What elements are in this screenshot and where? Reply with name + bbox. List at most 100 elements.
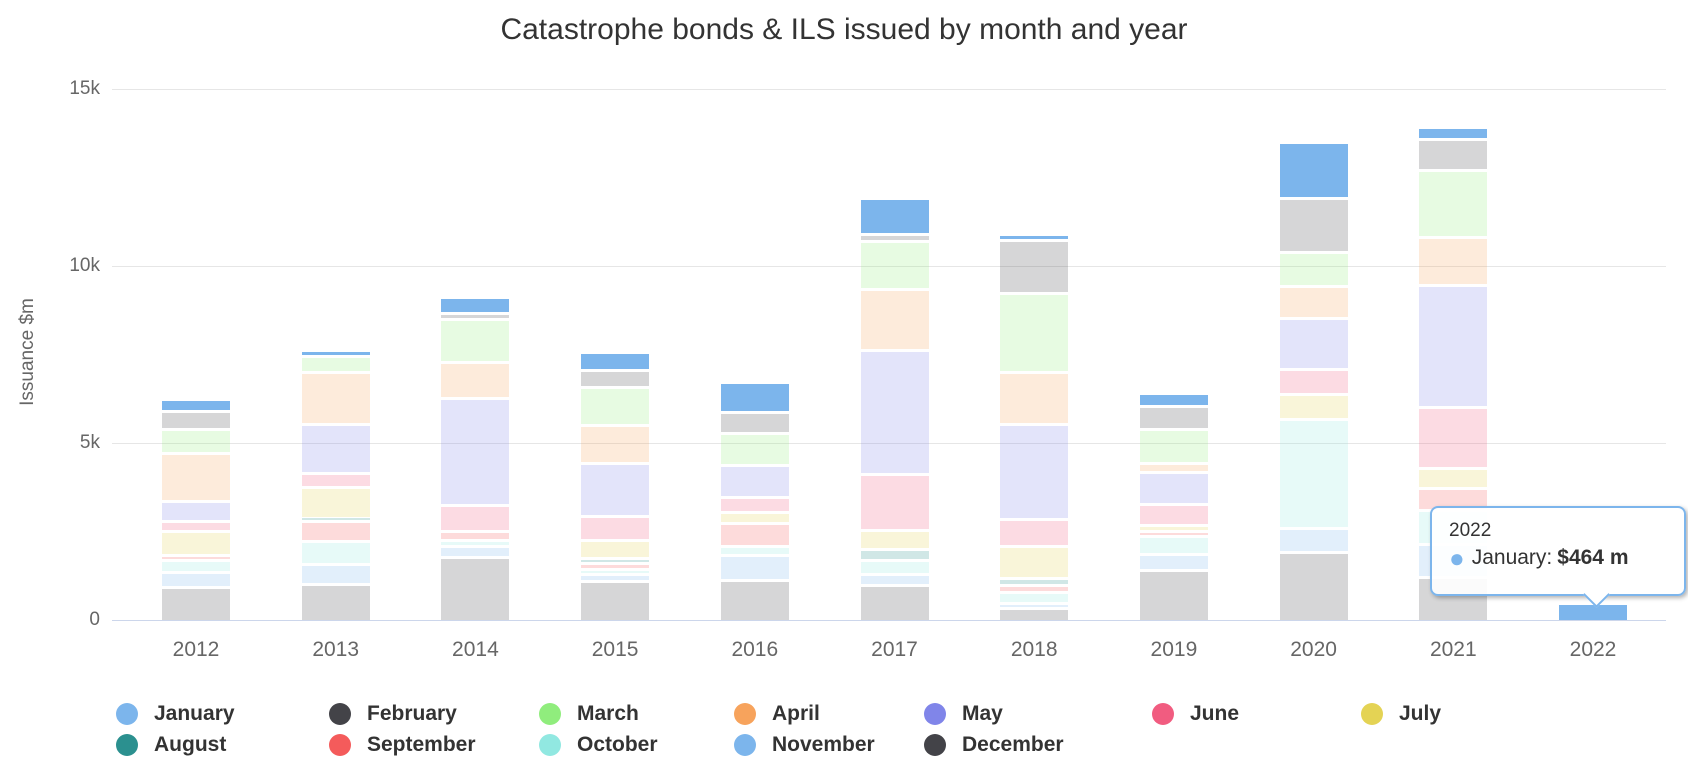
segment-october-2014[interactable] xyxy=(441,542,510,546)
segment-february-2015[interactable] xyxy=(581,372,650,387)
segment-may-2018[interactable] xyxy=(1000,426,1069,518)
segment-november-2020[interactable] xyxy=(1279,529,1348,552)
legend-item-may[interactable]: May xyxy=(924,702,1003,726)
segment-may-2015[interactable] xyxy=(581,464,650,515)
segment-december-2019[interactable] xyxy=(1139,572,1208,620)
segment-june-2017[interactable] xyxy=(860,476,929,530)
segment-october-2018[interactable] xyxy=(1000,593,1069,602)
legend-item-april[interactable]: April xyxy=(734,702,820,726)
segment-october-2016[interactable] xyxy=(720,548,789,554)
segment-february-2017[interactable] xyxy=(860,235,929,240)
legend-item-august[interactable]: August xyxy=(116,733,226,757)
segment-january-2019[interactable] xyxy=(1139,394,1208,406)
legend-item-march[interactable]: March xyxy=(539,702,639,726)
segment-october-2020[interactable] xyxy=(1279,421,1348,527)
segment-october-2019[interactable] xyxy=(1139,537,1208,554)
segment-november-2017[interactable] xyxy=(860,576,929,584)
segment-april-2020[interactable] xyxy=(1279,288,1348,318)
segment-july-2021[interactable] xyxy=(1419,470,1488,487)
segment-july-2018[interactable] xyxy=(1000,548,1069,578)
segment-january-2017[interactable] xyxy=(860,200,929,233)
segment-october-2013[interactable] xyxy=(301,542,370,564)
bar-2018[interactable] xyxy=(1000,0,1069,762)
segment-september-2013[interactable] xyxy=(301,522,370,540)
segment-august-2018[interactable] xyxy=(1000,580,1069,584)
segment-june-2020[interactable] xyxy=(1279,371,1348,393)
segment-september-2014[interactable] xyxy=(441,533,510,540)
segment-november-2013[interactable] xyxy=(301,566,370,583)
segment-december-2018[interactable] xyxy=(1000,609,1069,620)
segment-april-2021[interactable] xyxy=(1419,239,1488,284)
segment-september-2021[interactable] xyxy=(1419,490,1488,510)
legend-item-july[interactable]: July xyxy=(1361,702,1441,726)
segment-march-2012[interactable] xyxy=(162,431,230,452)
segment-august-2013[interactable] xyxy=(301,518,370,520)
segment-september-2019[interactable] xyxy=(1139,533,1208,535)
segment-may-2014[interactable] xyxy=(441,399,510,505)
segment-june-2014[interactable] xyxy=(441,507,510,530)
segment-october-2015[interactable] xyxy=(581,571,650,573)
segment-march-2013[interactable] xyxy=(301,357,370,371)
segment-january-2021[interactable] xyxy=(1419,129,1488,138)
bar-2022[interactable] xyxy=(1559,0,1627,762)
segment-january-2022[interactable] xyxy=(1559,605,1627,620)
segment-june-2012[interactable] xyxy=(162,523,230,531)
segment-march-2017[interactable] xyxy=(860,242,929,288)
segment-may-2017[interactable] xyxy=(860,351,929,474)
segment-november-2016[interactable] xyxy=(720,556,789,579)
segment-december-2015[interactable] xyxy=(581,583,650,620)
bar-2012[interactable] xyxy=(162,0,230,762)
bar-2013[interactable] xyxy=(301,0,370,762)
legend-item-february[interactable]: February xyxy=(329,702,457,726)
segment-february-2016[interactable] xyxy=(720,414,789,432)
segment-february-2018[interactable] xyxy=(1000,241,1069,292)
segment-january-2013[interactable] xyxy=(301,352,370,355)
segment-june-2019[interactable] xyxy=(1139,505,1208,524)
segment-december-2014[interactable] xyxy=(441,559,510,620)
segment-april-2019[interactable] xyxy=(1139,464,1208,472)
segment-may-2020[interactable] xyxy=(1279,320,1348,369)
segment-april-2013[interactable] xyxy=(301,373,370,423)
segment-july-2017[interactable] xyxy=(860,532,929,548)
legend-item-september[interactable]: September xyxy=(329,733,476,757)
segment-march-2015[interactable] xyxy=(581,389,650,424)
segment-february-2020[interactable] xyxy=(1279,199,1348,252)
segment-november-2015[interactable] xyxy=(581,575,650,581)
segment-february-2012[interactable] xyxy=(162,413,230,429)
segment-march-2019[interactable] xyxy=(1139,431,1208,462)
segment-november-2018[interactable] xyxy=(1000,604,1069,607)
segment-november-2014[interactable] xyxy=(441,548,510,557)
legend-item-december[interactable]: December xyxy=(924,733,1064,757)
segment-september-2016[interactable] xyxy=(720,524,789,546)
segment-december-2012[interactable] xyxy=(162,588,230,620)
segment-july-2020[interactable] xyxy=(1279,395,1348,419)
legend-item-june[interactable]: June xyxy=(1152,702,1239,726)
segment-june-2015[interactable] xyxy=(581,517,650,539)
segment-august-2017[interactable] xyxy=(860,550,929,560)
segment-july-2013[interactable] xyxy=(301,489,370,517)
segment-april-2014[interactable] xyxy=(441,363,510,397)
segment-december-2020[interactable] xyxy=(1279,554,1348,620)
segment-july-2016[interactable] xyxy=(720,513,789,522)
segment-october-2012[interactable] xyxy=(162,562,230,571)
segment-march-2021[interactable] xyxy=(1419,171,1488,237)
segment-december-2017[interactable] xyxy=(860,587,929,620)
legend-item-january[interactable]: January xyxy=(116,702,235,726)
segment-february-2014[interactable] xyxy=(441,315,510,318)
segment-march-2018[interactable] xyxy=(1000,294,1069,372)
segment-january-2015[interactable] xyxy=(581,353,650,370)
bar-2019[interactable] xyxy=(1139,0,1208,762)
segment-march-2014[interactable] xyxy=(441,320,510,361)
segment-february-2019[interactable] xyxy=(1139,408,1208,429)
segment-june-2021[interactable] xyxy=(1419,408,1488,467)
segment-january-2018[interactable] xyxy=(1000,235,1069,239)
segment-april-2015[interactable] xyxy=(581,426,650,462)
bar-2020[interactable] xyxy=(1279,0,1348,762)
segment-december-2016[interactable] xyxy=(720,581,789,620)
segment-june-2013[interactable] xyxy=(301,474,370,487)
bar-2017[interactable] xyxy=(860,0,929,762)
segment-november-2019[interactable] xyxy=(1139,556,1208,570)
segment-january-2012[interactable] xyxy=(162,400,230,411)
segment-may-2019[interactable] xyxy=(1139,474,1208,503)
segment-february-2021[interactable] xyxy=(1419,140,1488,169)
